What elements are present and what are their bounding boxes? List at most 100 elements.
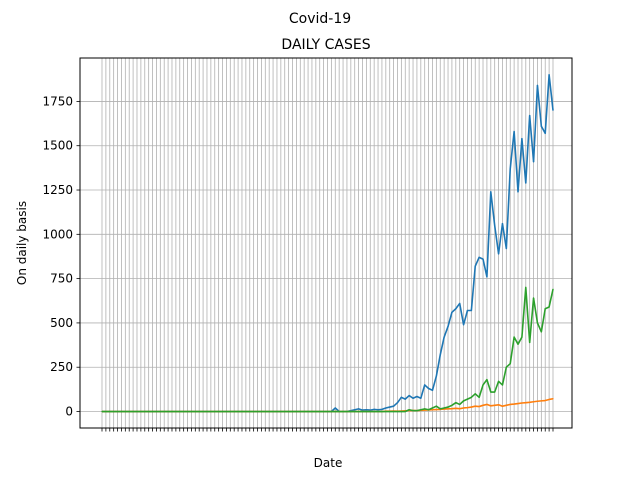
series-2-point <box>455 407 457 409</box>
series-2-point <box>431 409 434 411</box>
series-3-point <box>186 410 189 413</box>
series-1-point <box>377 409 379 411</box>
series-3-point <box>249 410 251 413</box>
series-3-point <box>420 409 422 411</box>
series-3-point <box>214 410 216 413</box>
series-3-point <box>435 405 437 407</box>
series-1-point <box>552 109 554 111</box>
series-3-point <box>532 297 535 299</box>
series-3-point <box>241 410 243 413</box>
series-3-point <box>155 410 158 413</box>
series-1-point <box>416 395 418 398</box>
series-2-point <box>470 406 472 408</box>
series-1-point <box>431 389 434 391</box>
series-3-point <box>198 410 200 413</box>
series-3-point <box>334 410 336 413</box>
series-2-point <box>494 404 496 406</box>
series-3-point <box>183 410 185 413</box>
series-3-point <box>284 410 286 413</box>
series-3-point <box>447 406 449 408</box>
series-3-point <box>167 410 169 413</box>
series-3-point <box>392 410 395 413</box>
series-1-point <box>420 397 422 399</box>
series-3-point <box>330 410 332 413</box>
series-1-point <box>505 247 507 250</box>
series-3-point <box>233 410 235 413</box>
series-2-point <box>424 409 426 411</box>
figure-suptitle: Covid-19 <box>289 11 351 27</box>
series-2-point <box>548 398 550 401</box>
series-3-point <box>171 410 173 413</box>
series-1-point <box>521 138 523 140</box>
series-3-point <box>396 410 399 413</box>
series-2-point <box>482 404 484 406</box>
series-1-point <box>462 324 465 326</box>
series-3-point <box>120 410 123 413</box>
series-2-point <box>447 408 449 410</box>
series-3-point <box>400 410 402 413</box>
series-2-point <box>497 404 500 406</box>
series-3-point <box>338 410 340 413</box>
series-3-point <box>218 410 220 413</box>
series-3-point <box>342 410 344 413</box>
series-1-point <box>474 265 476 267</box>
series-3-point <box>521 336 523 338</box>
series-3-point <box>529 341 531 344</box>
series-3-point <box>404 410 406 413</box>
y-tick-label: 1000 <box>42 227 73 241</box>
series-3-point <box>486 379 488 381</box>
series-1-point <box>334 407 336 409</box>
series-3-point <box>544 308 546 310</box>
series-3-point <box>525 286 527 289</box>
series-2-point <box>529 401 531 403</box>
series-3-point <box>221 410 224 413</box>
series-3-point <box>466 398 469 400</box>
series-3-point <box>288 410 290 413</box>
series-1-point <box>392 405 395 407</box>
series-1-point <box>385 407 387 409</box>
series-1-point <box>373 408 375 410</box>
series-2-point <box>459 408 461 410</box>
series-3-point <box>478 396 480 398</box>
series-3-point <box>280 410 282 413</box>
series-3-point <box>494 391 496 393</box>
series-1-point <box>548 74 550 76</box>
series-3-point <box>416 410 418 412</box>
series-1-point <box>381 408 383 410</box>
series-3-point <box>505 366 507 368</box>
y-tick-label: 0 <box>65 405 73 419</box>
series-1-point <box>501 223 504 225</box>
series-3-point <box>140 410 142 413</box>
y-tick-label: 1250 <box>42 183 73 197</box>
series-1-point <box>369 409 371 411</box>
series-1-point <box>517 191 519 193</box>
series-3-point <box>373 410 375 413</box>
series-3-point <box>490 391 492 393</box>
series-1-point <box>478 256 480 258</box>
y-tick-label: 500 <box>50 316 73 330</box>
series-2-point <box>509 403 511 406</box>
series-2-point <box>462 407 465 409</box>
series-3-point <box>361 410 364 413</box>
series-1-point <box>544 132 546 134</box>
series-1-point <box>365 409 367 411</box>
series-1-point <box>513 130 515 133</box>
series-3-point <box>377 410 379 413</box>
plot-frame <box>79 57 573 429</box>
series-3-point <box>194 410 196 413</box>
series-3-point <box>291 410 294 413</box>
series-3-point <box>268 410 270 413</box>
series-1-point <box>443 336 445 338</box>
series-3-point <box>540 331 542 333</box>
series-3-point <box>295 410 297 413</box>
series-1-point <box>451 311 453 313</box>
series-3-point <box>470 396 472 398</box>
series-3-point <box>136 410 138 413</box>
series-1-point <box>540 125 542 127</box>
series-3-point <box>303 410 305 413</box>
series-3-point <box>326 410 329 413</box>
series-3-point <box>459 403 461 406</box>
series-3-point <box>439 408 441 410</box>
series-3-point <box>113 410 115 413</box>
series-3-point <box>151 410 154 413</box>
